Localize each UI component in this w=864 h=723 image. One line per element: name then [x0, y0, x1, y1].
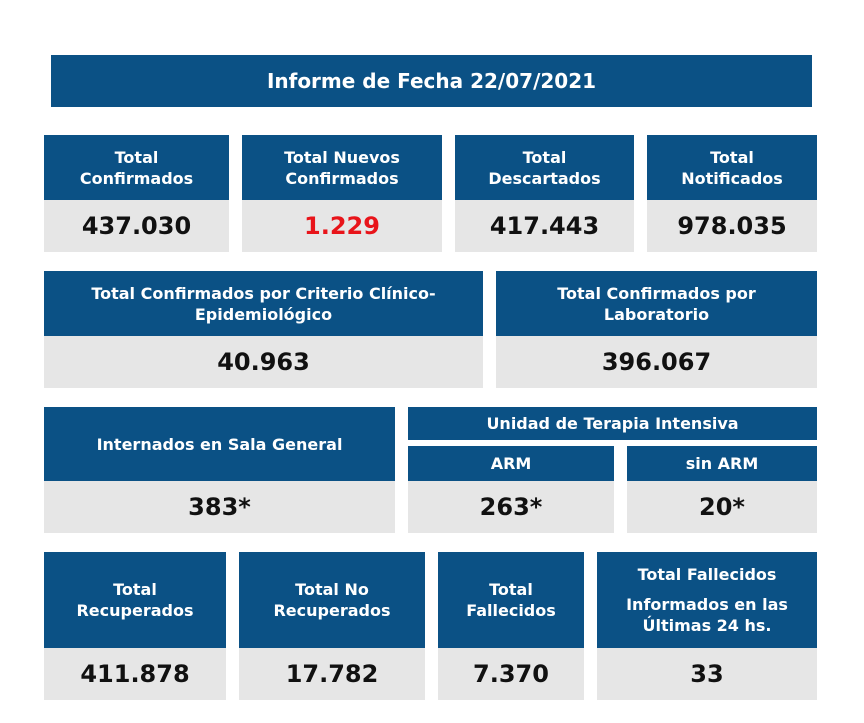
- fallecidos-24hs-value: 33: [597, 648, 817, 700]
- internados-sala-general-label: Internados en Sala General: [44, 407, 395, 481]
- total-recuperados-value: 411.878: [44, 648, 226, 700]
- fallecidos-24hs-label: Total Fallecidos: [637, 565, 777, 584]
- total-no-recuperados-label: Total No Recuperados: [239, 552, 425, 648]
- total-fallecidos-value: 7.370: [438, 648, 584, 700]
- uti-arm-label: ARM: [408, 446, 614, 481]
- total-descartados-label: Total Descartados: [455, 135, 634, 200]
- uti-sin-arm-label: sin ARM: [627, 446, 817, 481]
- total-nuevos-confirmados-value: 1.229: [242, 200, 442, 252]
- total-no-recuperados-value: 17.782: [239, 648, 425, 700]
- total-descartados-value: 417.443: [455, 200, 634, 252]
- confirmados-laboratorio-value: 396.067: [496, 336, 817, 388]
- total-recuperados-label: Total Recuperados: [44, 552, 226, 648]
- confirmados-criterio-clinico-label: Total Confirmados por Criterio Clínico- …: [44, 271, 483, 336]
- total-notificados-label: Total Notificados: [647, 135, 817, 200]
- total-notificados-value: 978.035: [647, 200, 817, 252]
- fallecidos-24hs-header: Total Fallecidos Informados en las Últim…: [597, 552, 817, 648]
- report-title: Informe de Fecha 22/07/2021: [51, 55, 812, 107]
- uti-sin-arm-value: 20*: [627, 481, 817, 533]
- internados-sala-general-value: 383*: [44, 481, 395, 533]
- total-fallecidos-label: Total Fallecidos: [438, 552, 584, 648]
- total-confirmados-value: 437.030: [44, 200, 229, 252]
- uti-arm-value: 263*: [408, 481, 614, 533]
- confirmados-laboratorio-label: Total Confirmados por Laboratorio: [496, 271, 817, 336]
- total-nuevos-confirmados-label: Total Nuevos Confirmados: [242, 135, 442, 200]
- uti-label: Unidad de Terapia Intensiva: [408, 407, 817, 440]
- fallecidos-24hs-sublabel: Informados en las Últimas 24 hs.: [626, 595, 788, 635]
- total-confirmados-label: Total Confirmados: [44, 135, 229, 200]
- confirmados-criterio-clinico-value: 40.963: [44, 336, 483, 388]
